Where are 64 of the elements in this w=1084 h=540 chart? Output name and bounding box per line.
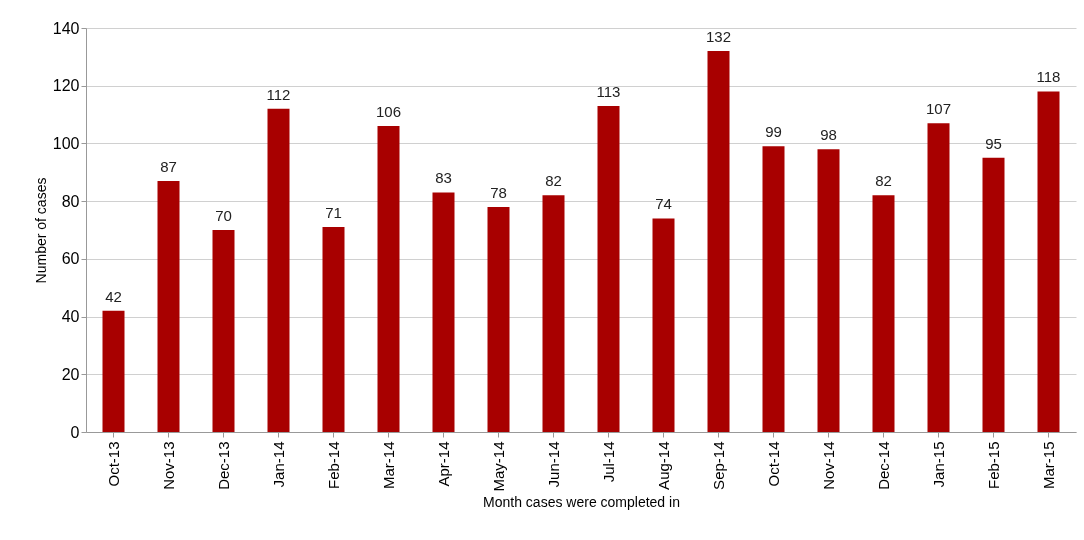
y-tick-label: 100 <box>52 134 80 152</box>
data-label: 95 <box>985 134 1002 152</box>
x-tick-label: Jul-14 <box>599 441 617 483</box>
bar <box>102 310 125 432</box>
bar <box>322 227 345 432</box>
bar <box>157 180 180 432</box>
x-tick-label: Dec-14 <box>874 441 892 490</box>
data-label: 74 <box>655 195 672 213</box>
bar <box>1037 91 1060 432</box>
x-tick-label: Apr-14 <box>434 441 452 487</box>
y-tick-label: 60 <box>61 250 80 268</box>
data-label: 99 <box>765 123 782 141</box>
data-label: 82 <box>545 172 562 190</box>
y-tick-label: 80 <box>61 192 80 210</box>
data-label: 118 <box>1036 68 1061 86</box>
y-tick-label: 40 <box>61 308 80 326</box>
bar <box>982 157 1005 432</box>
x-tick-label: Oct-13 <box>104 441 122 487</box>
bar <box>542 195 565 432</box>
bar <box>487 206 510 432</box>
x-tick-label: Jan-14 <box>269 441 287 488</box>
data-label: 71 <box>325 204 342 222</box>
x-tick-label: Feb-15 <box>984 441 1002 490</box>
bar <box>212 230 235 432</box>
x-tick-label: Mar-15 <box>1039 441 1057 490</box>
x-tick-label: Aug-14 <box>654 441 672 490</box>
x-tick-label: Dec-13 <box>214 441 232 490</box>
x-tick-label: Nov-14 <box>819 441 837 490</box>
x-tick-label: Nov-13 <box>159 441 177 490</box>
x-tick-label: Jan-15 <box>929 441 947 488</box>
bar <box>707 51 730 432</box>
data-label: 87 <box>160 157 177 175</box>
x-tick-label: Jun-14 <box>544 441 562 488</box>
bar <box>432 192 455 432</box>
data-label: 78 <box>490 183 507 201</box>
data-label: 82 <box>875 172 892 190</box>
y-axis-title: Number of cases <box>32 177 49 284</box>
data-label: 132 <box>705 28 732 46</box>
data-label: 83 <box>435 169 452 187</box>
x-tick-label: Feb-14 <box>324 441 342 490</box>
bar <box>267 108 290 432</box>
bar <box>377 126 400 432</box>
y-tick-label: 140 <box>52 19 80 37</box>
bar <box>762 146 785 432</box>
data-label: 42 <box>105 287 122 305</box>
bar <box>597 105 620 432</box>
y-tick-label: 20 <box>61 365 80 383</box>
y-tick-label: 120 <box>52 77 80 95</box>
data-label: 106 <box>375 103 402 121</box>
data-label: 107 <box>925 100 952 118</box>
data-label: 70 <box>215 207 232 224</box>
x-axis-title: Month cases were completed in <box>483 493 680 510</box>
bar <box>817 149 840 432</box>
data-label: 112 <box>266 85 291 103</box>
x-tick-label: May-14 <box>489 441 507 492</box>
x-tick-label: Mar-14 <box>379 441 397 490</box>
data-label: 113 <box>596 82 621 100</box>
y-tick-label: 0 <box>70 423 80 441</box>
bar <box>872 195 895 432</box>
x-tick-label: Sep-14 <box>709 441 727 490</box>
data-label: 98 <box>820 126 837 144</box>
x-tick-label: Oct-14 <box>764 441 782 487</box>
bar <box>652 218 675 432</box>
bar <box>927 123 950 432</box>
